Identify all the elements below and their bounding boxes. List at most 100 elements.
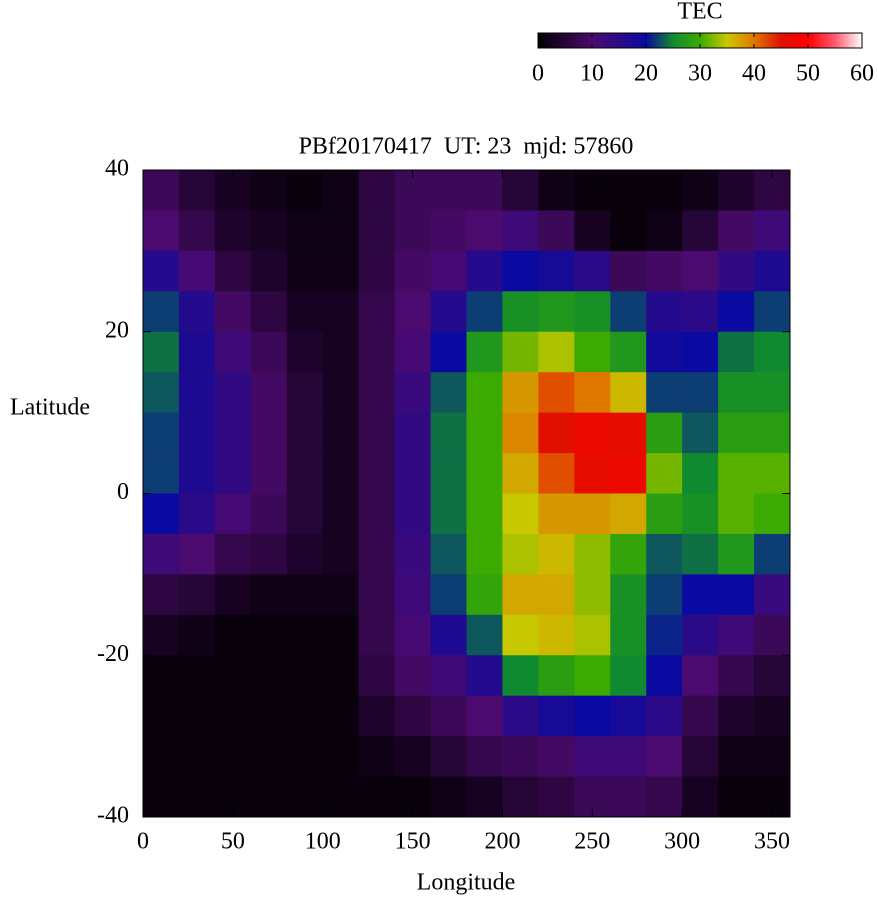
colorbar-tick-label: 10 [580, 61, 604, 87]
heatmap-cell [682, 655, 719, 697]
heatmap-cell [610, 533, 647, 575]
heatmap-cell [610, 574, 647, 616]
heatmap-cell [286, 210, 324, 252]
heatmap-cell [610, 614, 647, 656]
x-tick-label: 100 [305, 829, 341, 855]
heatmap-cell [538, 493, 575, 535]
heatmap-cell [250, 250, 288, 292]
heatmap-cell [538, 250, 575, 292]
heatmap-cell [286, 614, 324, 656]
heatmap-cell [718, 493, 755, 535]
heatmap-cell [682, 453, 719, 494]
heatmap-cell [178, 291, 216, 333]
heatmap-cell [322, 776, 360, 818]
heatmap-cell [250, 493, 288, 535]
heatmap-cell [646, 533, 683, 575]
heatmap-cell [250, 614, 288, 656]
heatmap-cell [358, 210, 396, 252]
heatmap-cell [574, 291, 611, 333]
heatmap-cell [538, 170, 575, 211]
heatmap-cell [538, 574, 575, 616]
heatmap-cell [718, 574, 755, 616]
heatmap-cell [322, 493, 360, 535]
heatmap-cell [322, 695, 360, 737]
heatmap-cell [214, 655, 252, 697]
heatmap-cell [718, 695, 755, 737]
heatmap-cell [178, 331, 216, 373]
heatmap-cell [574, 372, 611, 414]
heatmap-cell [502, 574, 539, 616]
heatmap-cell [574, 736, 611, 778]
heatmap-cell [214, 736, 252, 778]
heatmap-cell [538, 736, 575, 778]
chart-title: PBf20170417 UT: 23 mjd: 57860 [299, 134, 634, 160]
heatmap-cell [178, 453, 216, 494]
heatmap-cell [754, 533, 791, 575]
heatmap-cell [214, 331, 252, 373]
heatmap-cell [682, 372, 719, 414]
heatmap-cell [322, 250, 360, 292]
heatmap-cell [466, 533, 503, 575]
heatmap-cell [646, 331, 683, 373]
heatmap-cell [754, 453, 791, 494]
heatmap-cell [358, 655, 396, 697]
heatmap-cell [394, 695, 432, 737]
heatmap-cell [178, 614, 216, 656]
heatmap-cell [466, 493, 503, 535]
heatmap-cell [143, 695, 180, 737]
heatmap-cell [754, 574, 791, 616]
heatmap-cell [286, 250, 324, 292]
heatmap-cell [358, 250, 396, 292]
heatmap-cell [682, 210, 719, 252]
heatmap-cell [466, 736, 503, 778]
heatmap-cell [646, 170, 683, 211]
heatmap-cell [430, 655, 467, 697]
heatmap-cell [646, 210, 683, 252]
heatmap-cell [718, 210, 755, 252]
heatmap-cell [214, 291, 252, 333]
heatmap-cell [143, 655, 180, 697]
colorbar-tick-label: 60 [850, 61, 874, 87]
heatmap-cell [430, 372, 467, 414]
heatmap-cell [610, 776, 647, 818]
heatmap-cell [718, 372, 755, 414]
heatmap-cell [394, 210, 432, 252]
heatmap-cell [250, 736, 288, 778]
x-tick-label: 50 [221, 829, 245, 855]
heatmap-cell [430, 614, 467, 656]
heatmap-cell [682, 250, 719, 292]
heatmap-cell [754, 210, 791, 252]
heatmap-cell [214, 574, 252, 616]
heatmap-cell [574, 493, 611, 535]
heatmap-cell [466, 210, 503, 252]
heatmap-cell [502, 533, 539, 575]
heatmap-cell [178, 574, 216, 616]
heatmap-cell [430, 250, 467, 292]
heatmap-cell [394, 574, 432, 616]
heatmap-cell [358, 574, 396, 616]
heatmap-cell [538, 372, 575, 414]
heatmap-cell [682, 776, 719, 818]
heatmap-cell [682, 614, 719, 656]
heatmap-cell [286, 291, 324, 333]
heatmap-cell [214, 372, 252, 414]
heatmap-cell [358, 412, 396, 454]
heatmap-cell [466, 331, 503, 373]
heatmap-cell [502, 695, 539, 737]
heatmap-cell [322, 614, 360, 656]
heatmap-cell [646, 412, 683, 454]
heatmap-cell [718, 291, 755, 333]
heatmap-cell [143, 170, 180, 211]
heatmap-cell [574, 533, 611, 575]
heatmap-cell [538, 614, 575, 656]
heatmap-cell [538, 412, 575, 454]
heatmap-cell [178, 493, 216, 535]
heatmap-cell [143, 372, 180, 414]
heatmap-cell [430, 453, 467, 494]
heatmap-cell [178, 695, 216, 737]
heatmap-cell [574, 412, 611, 454]
heatmap-cell [466, 695, 503, 737]
heatmap-cell [322, 655, 360, 697]
heatmap-cell [358, 493, 396, 535]
